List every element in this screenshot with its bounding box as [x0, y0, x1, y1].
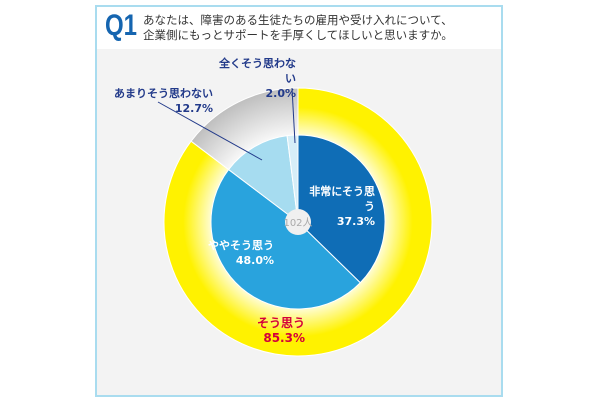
question-header: Q1 あなたは、障害のある生徒たちの雇用や受け入れについて、 企業側にもっとサポー… [97, 7, 501, 49]
question-text: あなたは、障害のある生徒たちの雇用や受け入れについて、 企業側にもっとサポートを手… [143, 13, 453, 43]
center-label: 102人 [283, 217, 312, 229]
question-line-1: あなたは、障害のある生徒たちの雇用や受け入れについて、 [143, 13, 453, 27]
question-line-2: 企業側にもっとサポートを手厚くしてほしいと思いますか。 [143, 28, 453, 42]
center-circle [285, 209, 311, 235]
slice-1 [297, 134, 386, 284]
label-value: 37.3% [336, 215, 375, 228]
leader-line-rarely [157, 101, 263, 161]
label-value: 12.7% [174, 102, 213, 115]
slice-3 [227, 135, 299, 224]
label-name: あまりそう思わない [114, 87, 213, 100]
label-not-at-all: 全くそう思わない 2.0% [210, 56, 296, 101]
label-value: 48.0% [235, 254, 274, 267]
label-value: 2.0% [265, 87, 296, 100]
label-rarely: あまりそう思わない 12.7% [100, 86, 213, 116]
label-name: 非常にそう思う [309, 185, 375, 213]
label-somewhat-agree: ややそう思う 48.0% [200, 238, 274, 268]
label-agree: そう思う 85.3% [250, 316, 305, 346]
slice-4 [286, 134, 299, 223]
label-value: 85.3% [263, 331, 305, 345]
question-number: Q1 [105, 9, 138, 42]
leader-line-not-at-all [291, 87, 296, 144]
label-name: 全くそう思わない [219, 57, 296, 85]
label-strongly-agree: 非常にそう思う 37.3% [300, 184, 375, 229]
label-name: そう思う [256, 316, 305, 330]
label-name: ややそう思う [208, 239, 274, 252]
slice-2 [210, 168, 361, 310]
